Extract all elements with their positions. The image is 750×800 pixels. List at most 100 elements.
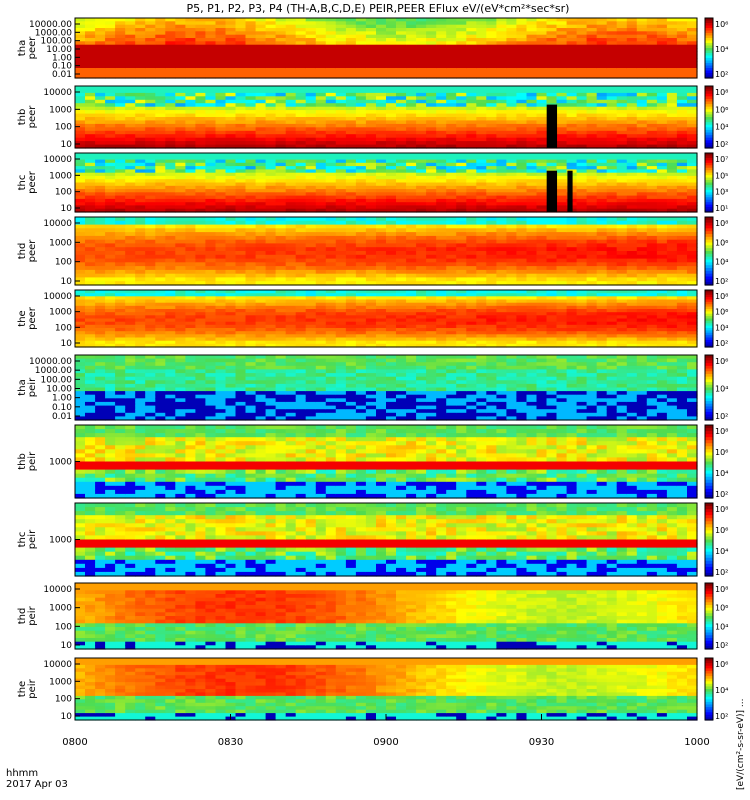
spectrogram-cell [255, 202, 267, 207]
spectrogram-cell [416, 54, 427, 59]
spectrogram-cell [606, 134, 618, 139]
spectrogram-cell [325, 251, 337, 256]
spectrogram-cell [315, 172, 327, 177]
spectrogram-cell [265, 127, 277, 132]
spectrogram-cell [125, 334, 136, 339]
spectrogram-cell [506, 86, 517, 90]
spectrogram-cell [115, 89, 126, 94]
spectrogram-cell [656, 251, 668, 256]
spectrogram-cell [536, 281, 548, 286]
spectrogram-cell [576, 89, 588, 94]
spectrogram-cell [205, 299, 216, 304]
spectrogram-cell [85, 31, 96, 36]
spectrogram-cell [145, 235, 156, 241]
spectrogram-cell [325, 156, 337, 161]
spectrogram-cell [626, 44, 638, 49]
spectrogram-cell [556, 54, 568, 59]
spectrogram-cell [556, 220, 568, 226]
spectrogram-cell [165, 74, 176, 79]
spectrogram-cell [376, 54, 387, 59]
spectrogram-cell [235, 217, 247, 222]
spectrogram-cell [646, 130, 658, 135]
spectrogram-cell [335, 34, 347, 39]
spectrogram-cell [155, 232, 166, 237]
spectrogram-cell [205, 195, 216, 200]
spectrogram-cell [175, 110, 186, 115]
spectrogram-cell [185, 86, 196, 90]
spectrogram-cell [516, 159, 527, 164]
spectrogram-cell [516, 51, 527, 56]
spectrogram-cell [556, 113, 568, 118]
spectrogram-cell [426, 137, 437, 142]
spectrogram-cell [365, 159, 377, 164]
spectrogram-cell [566, 106, 578, 111]
spectrogram-cell [626, 243, 638, 248]
spectrogram-cell [345, 58, 357, 62]
spectrogram-cell [636, 127, 648, 132]
spectrogram-cell [576, 239, 588, 245]
spectrogram-cell [165, 172, 176, 177]
spectrogram-cell [476, 48, 487, 52]
spectrogram-cell [135, 169, 146, 174]
spectrogram-cell [265, 224, 277, 229]
spectrogram-cell [165, 189, 176, 193]
spectrogram-cell [275, 41, 287, 46]
spectrogram-cell [235, 58, 247, 62]
spectrogram-cell [687, 68, 698, 72]
spectrogram-cell [476, 21, 487, 26]
spectrogram-cell [396, 208, 407, 213]
spectrogram-cell [676, 208, 688, 213]
spectrogram-cell [155, 44, 166, 49]
spectrogram-cell [215, 162, 227, 167]
spectrogram-cell [315, 189, 327, 193]
spectrogram-cell [376, 134, 387, 139]
spectrogram-cell [195, 293, 206, 297]
spectrogram-cell [275, 269, 287, 275]
spectrogram-cell [215, 172, 227, 177]
spectrogram-cell [225, 182, 237, 187]
spectrogram-cell [556, 74, 568, 79]
spectrogram-cell [616, 232, 628, 237]
spectrogram-cell [105, 309, 116, 313]
spectrogram-cell [687, 159, 698, 164]
spectrogram-cell [626, 34, 638, 39]
spectrogram-cell [215, 34, 227, 39]
spectrogram-cell [536, 137, 548, 142]
spectrogram-cell [616, 247, 628, 252]
spectrogram-cell [285, 156, 297, 161]
spectrogram-cell [636, 169, 648, 174]
spectrogram-cell [125, 266, 136, 271]
ytick-label: 10000.00 [29, 20, 72, 30]
spectrogram-cell [315, 247, 327, 252]
spectrogram-cell [275, 185, 287, 190]
spectrogram-cell [245, 21, 257, 26]
spectrogram-cell [265, 68, 277, 72]
spectrogram-cell [215, 192, 227, 197]
spectrogram-cell [175, 134, 186, 139]
spectrogram-cell [135, 74, 146, 79]
spectrogram-cell [466, 134, 477, 139]
spectrogram-cell [125, 343, 136, 348]
spectrogram-cell [666, 54, 678, 59]
spectrogram-cell [205, 34, 216, 39]
spectrogram-cell [185, 340, 196, 345]
spectrogram-cell [195, 247, 206, 252]
spectrogram-cell [626, 137, 638, 142]
spectrogram-cell [95, 54, 106, 59]
spectrogram-cell [406, 44, 417, 49]
spectrogram-cell [125, 169, 136, 174]
spectrogram-cell [576, 189, 588, 193]
spectrogram-cell [616, 134, 628, 139]
spectrogram-cell [486, 232, 497, 237]
spectrogram-cell [325, 273, 337, 279]
spectrogram-cell [596, 106, 608, 111]
spectrogram-cell [546, 21, 558, 26]
spectrogram-cell [215, 144, 227, 149]
spectrogram-cell [195, 328, 206, 332]
spectrogram-cell [95, 113, 106, 118]
spectrogram-cell [626, 192, 638, 197]
spectrogram-cell [586, 44, 598, 49]
spectrogram-cell [676, 113, 688, 118]
spectrogram-cell [406, 175, 417, 180]
